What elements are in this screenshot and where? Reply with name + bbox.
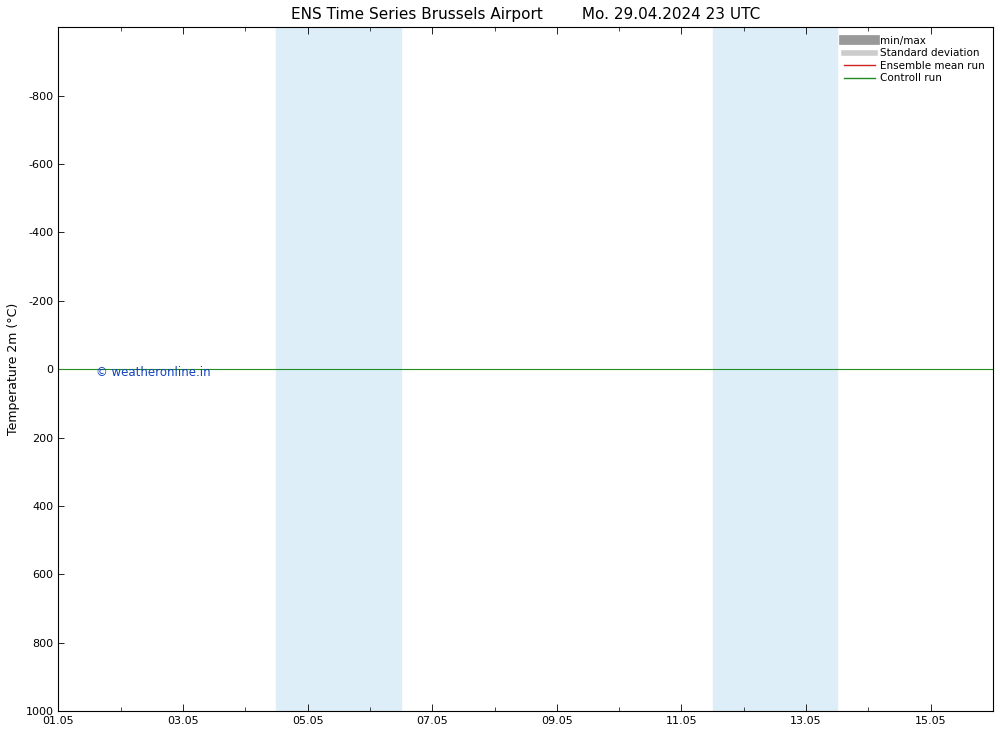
Bar (339, 27, 401, 711)
Bar (276, 27, 339, 711)
Y-axis label: Temperature 2m (°C): Temperature 2m (°C) (7, 303, 20, 435)
Title: ENS Time Series Brussels Airport        Mo. 29.04.2024 23 UTC: ENS Time Series Brussels Airport Mo. 29.… (291, 7, 760, 22)
Text: © weatheronline.in: © weatheronline.in (96, 366, 210, 379)
Bar (713, 27, 775, 711)
Legend: min/max, Standard deviation, Ensemble mean run, Controll run: min/max, Standard deviation, Ensemble me… (840, 32, 988, 86)
Bar (775, 27, 837, 711)
